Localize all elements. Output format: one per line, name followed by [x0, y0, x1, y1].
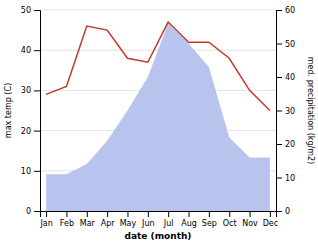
tick-mark [209, 211, 210, 217]
tick-mark [107, 211, 108, 217]
tick-label: Mar [80, 219, 96, 228]
y2-axis: 0 10 20 30 40 50 60 [276, 6, 295, 216]
x-tick: Jun [141, 211, 155, 228]
tick-label: Aug [181, 219, 197, 228]
tick-mark [229, 211, 230, 217]
x-tick: Apr [101, 211, 116, 228]
tick-label: Apr [101, 219, 116, 228]
grid [40, 10, 276, 211]
grid-line [40, 10, 276, 11]
x-tick: Aug [181, 211, 197, 228]
y-tick: 0 [26, 207, 40, 216]
tick-mark [168, 211, 169, 217]
plot-area: Jan Feb Mar Apr May Jun Jul Aug Sep Oct Nov Dec 0 10 2… [21, 6, 295, 228]
tick-mark [34, 211, 40, 212]
x-tick: Oct [223, 211, 237, 228]
tick-label: 10 [21, 167, 31, 176]
y2-tick: 60 [276, 6, 295, 15]
tick-label: 0 [285, 207, 290, 216]
x-tick: Jan [39, 211, 52, 228]
tick-label: Nov [242, 219, 258, 228]
tick-label: 60 [285, 6, 295, 15]
axis-domain [41, 212, 277, 218]
tick-mark [270, 211, 271, 217]
tick-mark [87, 211, 88, 217]
y2-tick: 20 [276, 140, 295, 149]
x-tick: Nov [242, 211, 258, 228]
tick-label: 0 [26, 207, 31, 216]
x-tick: Feb [60, 211, 74, 228]
line [46, 22, 270, 110]
y2-tick: 30 [276, 107, 295, 116]
y-tick: 50 [21, 6, 40, 15]
tick-mark [250, 211, 251, 217]
tick-mark [46, 211, 47, 217]
y-tick: 20 [21, 127, 40, 136]
y2-tick: 40 [276, 73, 295, 82]
tick-mark [34, 10, 40, 11]
y-tick: 10 [21, 167, 40, 176]
tick-mark [189, 211, 190, 217]
tick-label: Dec [263, 219, 278, 228]
tick-label: Feb [60, 219, 74, 228]
tick-mark [148, 211, 149, 217]
tick-label: 30 [21, 86, 31, 95]
area [46, 23, 270, 211]
tick-mark [276, 44, 282, 45]
y-axis-title: max temp (C) [4, 83, 13, 138]
axis-domain [277, 11, 283, 212]
tick-mark [66, 211, 67, 217]
tick-label: 20 [285, 140, 295, 149]
y2-tick: 0 [276, 207, 290, 216]
tick-label: Jul [163, 219, 174, 228]
tick-label: Sep [202, 219, 217, 228]
y2-tick: 50 [276, 40, 295, 49]
x-tick: Sep [202, 211, 217, 228]
tick-label: 50 [285, 40, 295, 49]
x-tick: May [120, 211, 137, 228]
tick-label: May [120, 219, 137, 228]
marks [46, 22, 270, 211]
y2-axis-title: med. precipitation (kg/m2) [306, 57, 315, 164]
tick-label: 50 [21, 6, 31, 15]
y2-tick: 10 [276, 174, 295, 183]
y-axis: 0 10 20 30 40 50 [21, 6, 41, 216]
tick-mark [276, 211, 282, 212]
tick-label: Oct [223, 219, 237, 228]
tick-mark [34, 50, 40, 51]
tick-mark [276, 144, 282, 145]
x-axis-title: date (month) [125, 231, 192, 241]
y-tick: 30 [21, 86, 40, 95]
chart: Jan Feb Mar Apr May Jun Jul Aug Sep Oct Nov Dec 0 10 2… [0, 0, 318, 247]
x-axis: Jan Feb Mar Apr May Jun Jul Aug Sep Oct Nov Dec [39, 211, 278, 228]
tick-label: 40 [285, 73, 295, 82]
tick-label: 30 [285, 107, 295, 116]
tick-label: 10 [285, 174, 295, 183]
tick-mark [34, 171, 40, 172]
x-tick: Mar [80, 211, 96, 228]
x-tick: Dec [263, 211, 278, 228]
tick-label: 40 [21, 46, 31, 55]
tick-mark [127, 211, 128, 217]
tick-mark [34, 131, 40, 132]
tick-mark [34, 90, 40, 91]
tick-label: Jun [141, 219, 155, 228]
tick-label: 20 [21, 127, 31, 136]
axis-domain [34, 11, 41, 212]
tick-mark [276, 77, 282, 78]
x-tick: Jul [163, 211, 174, 228]
tick-mark [276, 178, 282, 179]
tick-mark [276, 10, 282, 11]
y-tick: 40 [21, 46, 40, 55]
tick-mark [276, 111, 282, 112]
tick-label: Jan [39, 219, 52, 228]
